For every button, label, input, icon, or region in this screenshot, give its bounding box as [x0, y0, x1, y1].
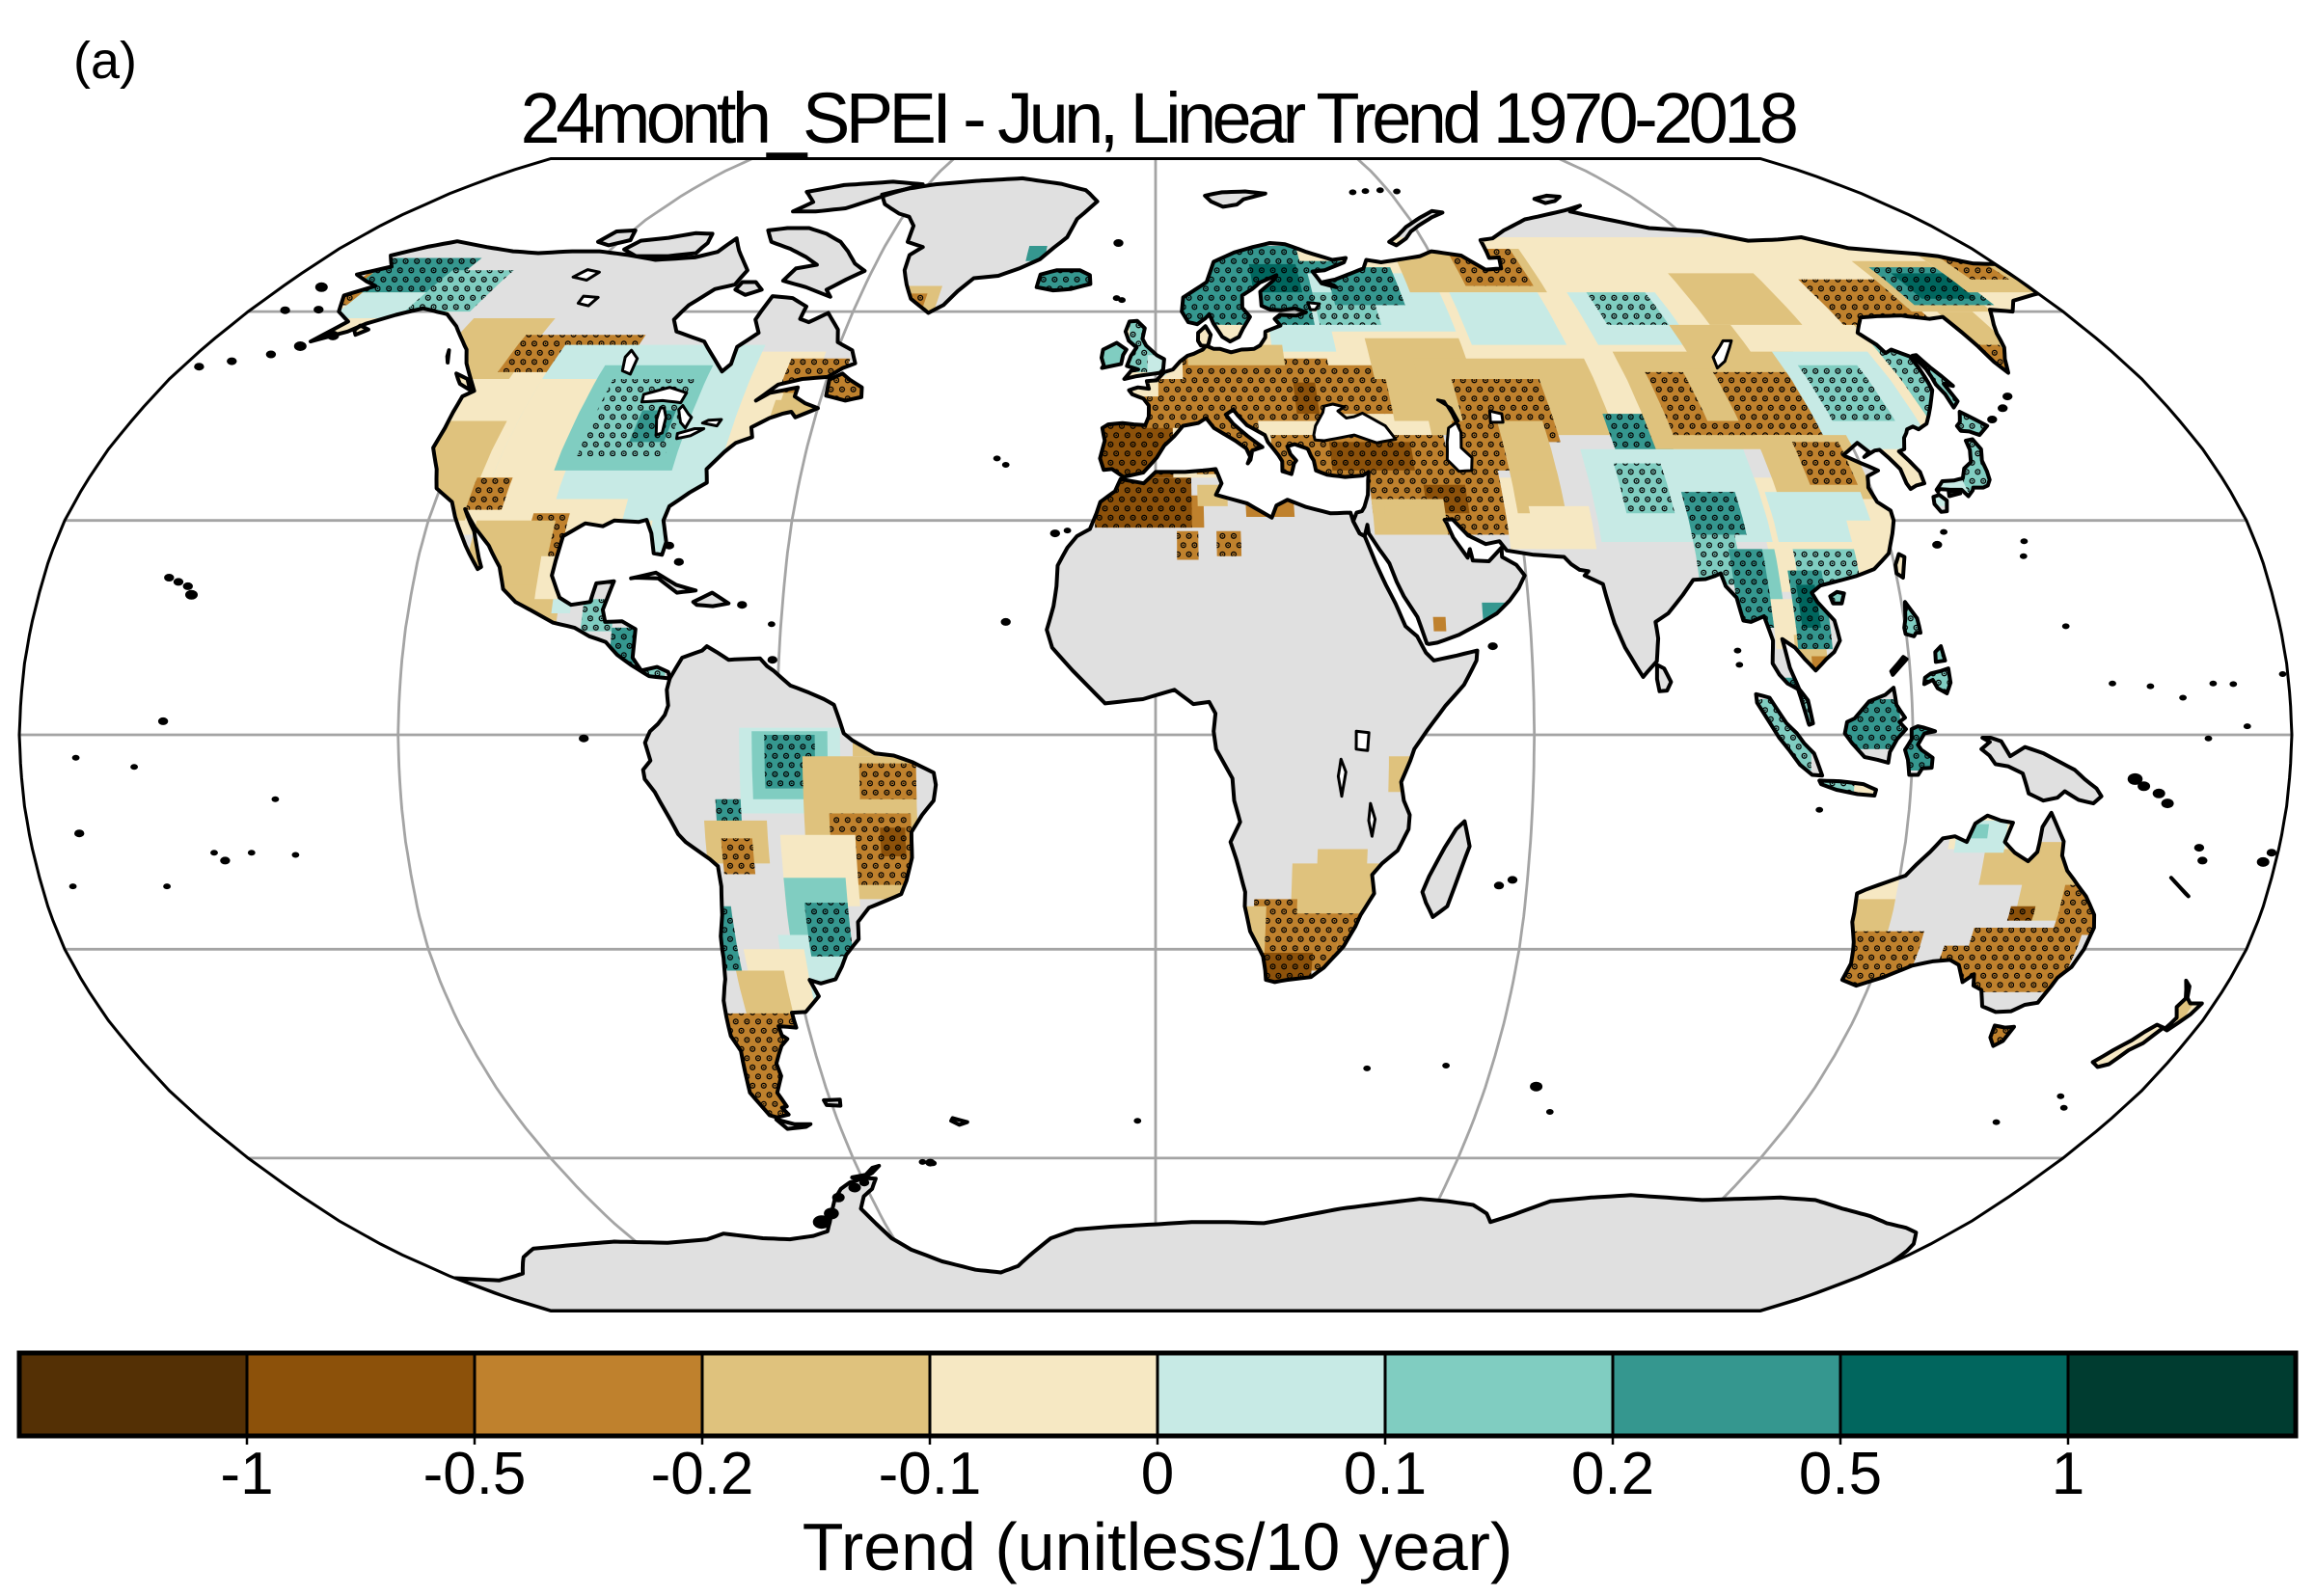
- svg-text:-0.2: -0.2: [651, 1441, 754, 1507]
- svg-text:Trend (unitless/10 year): Trend (unitless/10 year): [803, 1509, 1513, 1584]
- svg-text:0.1: 0.1: [1344, 1441, 1427, 1507]
- svg-text:0.5: 0.5: [1799, 1441, 1882, 1507]
- svg-text:0.2: 0.2: [1571, 1441, 1654, 1507]
- svg-text:0: 0: [1141, 1441, 1174, 1507]
- svg-text:(a): (a): [73, 32, 137, 90]
- svg-text:24month_SPEI - Jun, Linear Tre: 24month_SPEI - Jun, Linear Trend 1970-20…: [521, 78, 1796, 158]
- svg-text:-0.1: -0.1: [879, 1441, 982, 1507]
- svg-text:-0.5: -0.5: [423, 1441, 527, 1507]
- svg-text:-1: -1: [220, 1441, 273, 1507]
- svg-text:1: 1: [2052, 1441, 2084, 1507]
